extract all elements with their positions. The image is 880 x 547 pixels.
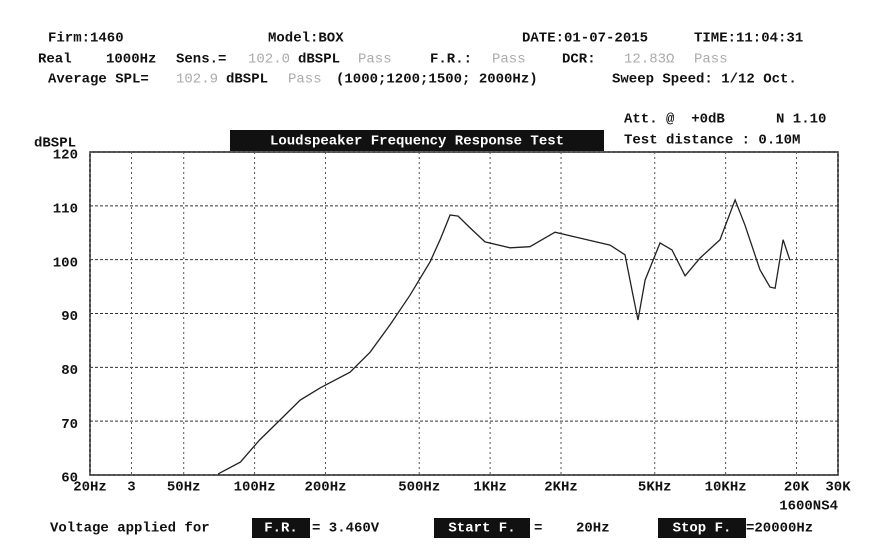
fr-box [252, 518, 310, 538]
voltage: Voltage applied for [50, 521, 210, 537]
x-tick-label: 10KHz [705, 480, 747, 496]
sens: Sens.= [176, 52, 226, 68]
sens-value: 102.0 [248, 52, 290, 68]
x-tick-label: 500Hz [398, 480, 440, 496]
sens-unit: dBSPL [298, 52, 340, 68]
fr: F.R.: [430, 52, 472, 68]
y-tick-label: 100 [53, 255, 78, 271]
fr-box-label: F.R. [264, 521, 298, 537]
start-eq: = [534, 521, 542, 537]
x-tick-label: 20K [784, 480, 810, 496]
y-tick-label: 110 [53, 202, 78, 218]
response-curve [217, 198, 791, 475]
sens-pass: Pass [358, 52, 392, 68]
firm: Firm:1460 [48, 31, 124, 47]
dcr-pass: Pass [694, 52, 728, 68]
att: Att. @ +0dB [624, 112, 725, 128]
title-box [230, 130, 604, 151]
y-axis-label: dBSPL [34, 136, 76, 152]
y-tick-label: 70 [61, 417, 78, 433]
sweep: Sweep Speed: 1/12 Oct. [612, 72, 797, 88]
model: Model:BOX [268, 31, 344, 47]
x-tick-label: 30K [825, 480, 851, 496]
x-tick-label: 5KHz [638, 480, 672, 496]
fr-pass: Pass [492, 52, 526, 68]
avg-pass: Pass [288, 72, 322, 88]
distance: Test distance : 0.10M [624, 133, 800, 149]
dcr-value: 12.83Ω [624, 52, 674, 68]
stop-box-label: Stop F. [673, 521, 732, 537]
y-tick-label: 90 [61, 309, 78, 325]
n: N 1.10 [776, 112, 826, 128]
avg-value: 102.9 [176, 72, 218, 88]
freq: 1000Hz [106, 52, 156, 68]
avg: Average SPL= [48, 72, 149, 88]
dcr: DCR: [562, 52, 596, 68]
header: Firm:1460 Model:BOX DATE:01-07-2015 TIME… [34, 31, 838, 515]
x-tick-label: 50Hz [167, 480, 201, 496]
x-tick-label: 200Hz [305, 480, 347, 496]
date: DATE:01-07-2015 [522, 31, 648, 47]
start-box-label: Start F. [448, 521, 515, 537]
avg-freqs: (1000;1200;1500; 2000Hz) [336, 72, 538, 88]
time: TIME:11:04:31 [694, 31, 803, 47]
stop-box [658, 518, 746, 538]
x-tick-label: 1KHz [473, 480, 507, 496]
x-tick-label: 100Hz [234, 480, 276, 496]
stop-value: =20000Hz [746, 521, 813, 537]
x-tick-label: 2KHz [544, 480, 578, 496]
x-tick-label: 20Hz [73, 480, 107, 496]
chart-title: Loudspeaker Frequency Response Test [270, 134, 564, 150]
footer: Voltage applied for F.R. = 3.460V Start … [50, 518, 813, 538]
start-value: 20Hz [576, 521, 610, 537]
real: Real [38, 52, 72, 68]
y-tick-label: 80 [61, 363, 78, 379]
y-tick-label: 120 [53, 148, 78, 164]
model-code: 1600NS4 [779, 499, 838, 515]
avg-unit: dBSPL [226, 72, 268, 88]
y-tick-label: 60 [61, 471, 78, 487]
x-tick-label: 3 [127, 480, 135, 496]
start-box [434, 518, 530, 538]
voltage-value: = 3.460V [312, 521, 380, 537]
